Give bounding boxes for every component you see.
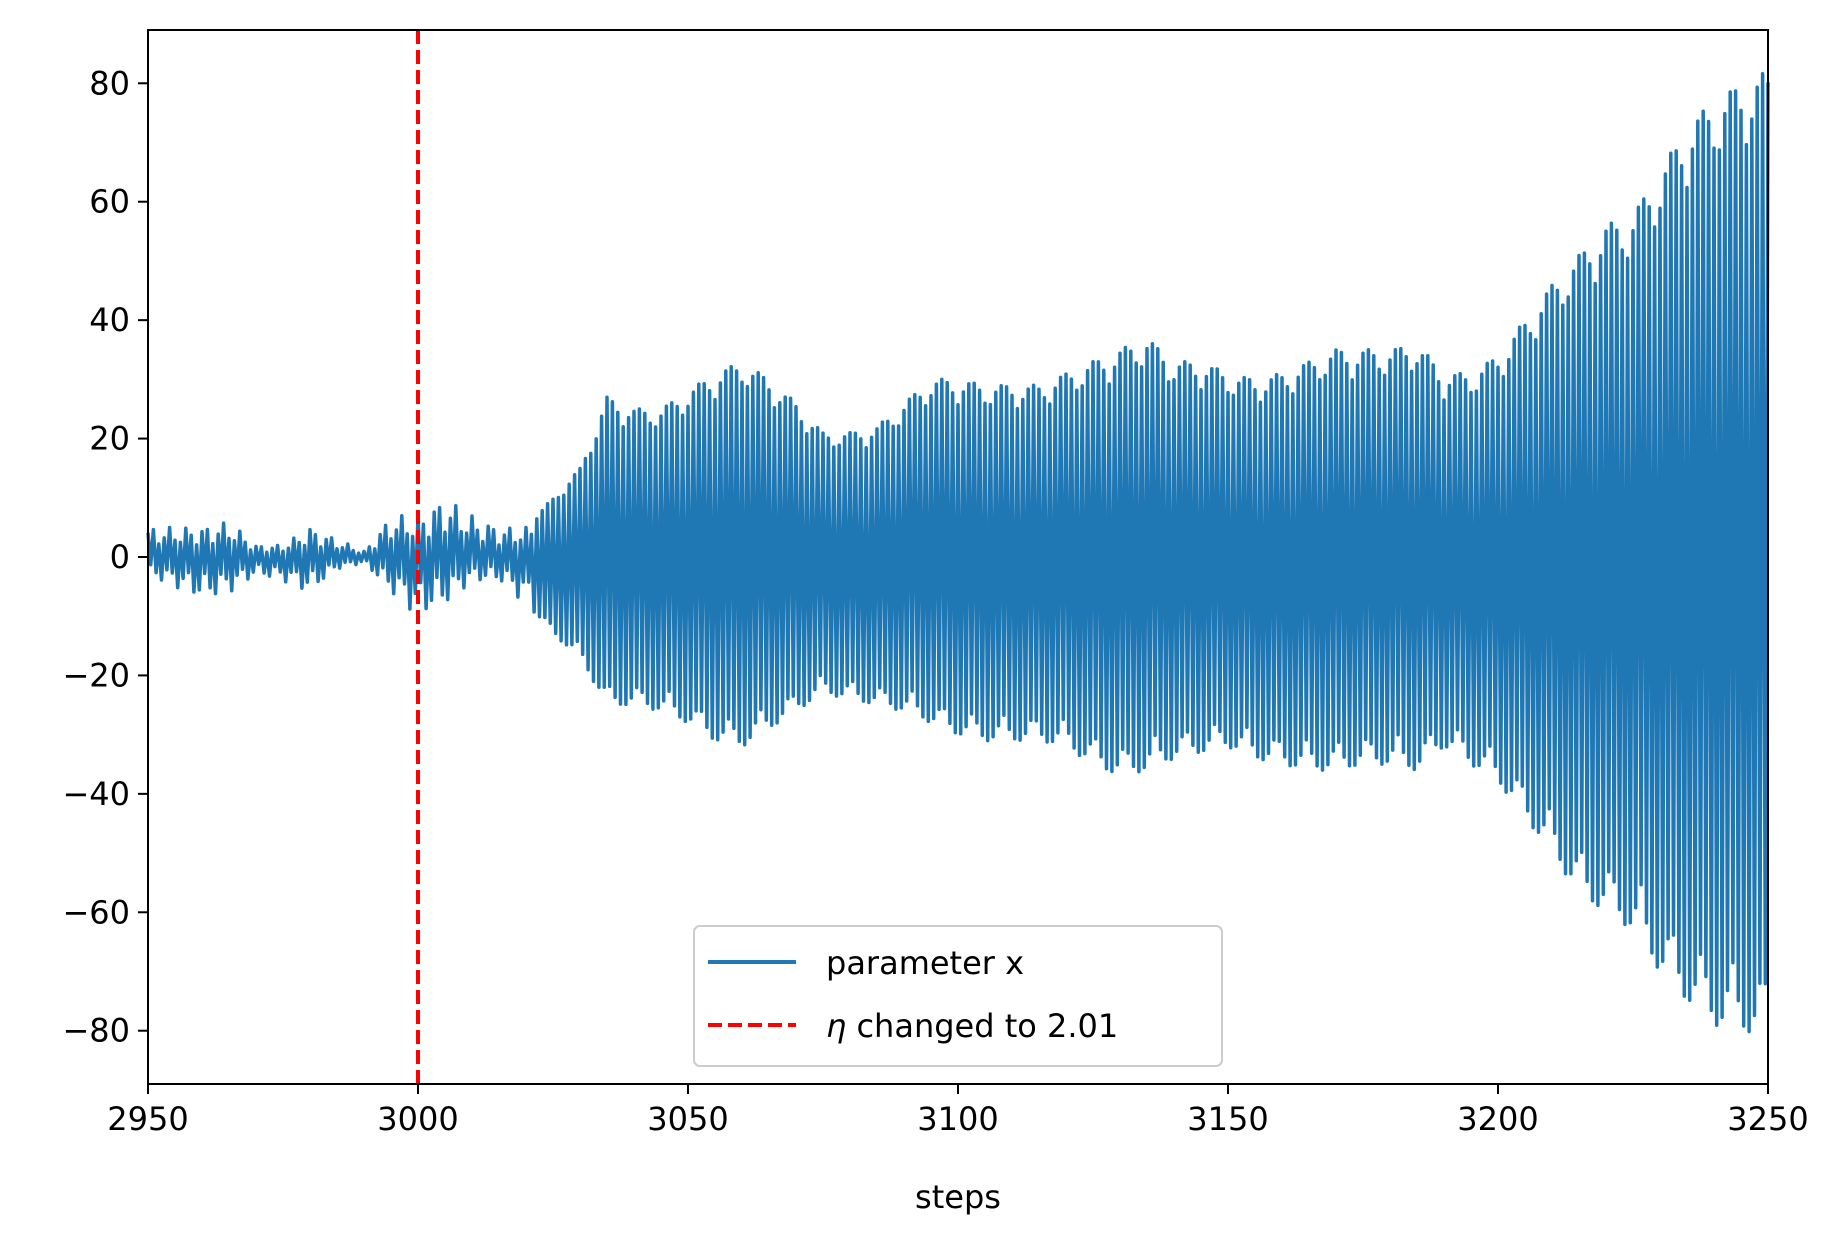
x-tick-label: 2950 bbox=[107, 1100, 188, 1138]
y-tick-label: 20 bbox=[89, 420, 130, 458]
y-tick-label: −40 bbox=[62, 775, 130, 813]
legend-label-parameter-x: parameter x bbox=[826, 944, 1024, 982]
y-tick-label: 0 bbox=[110, 538, 130, 576]
x-tick-label: 3200 bbox=[1457, 1100, 1538, 1138]
x-axis-label: steps bbox=[915, 1178, 1001, 1216]
x-tick-label: 3000 bbox=[377, 1100, 458, 1138]
y-tick-label: −20 bbox=[62, 656, 130, 694]
x-tick-label: 3050 bbox=[647, 1100, 728, 1138]
y-tick-label: 40 bbox=[89, 301, 130, 339]
y-axis-ticks: 80 60 40 20 0 −20 −40 −60 −80 bbox=[62, 64, 148, 1050]
x-tick-label: 3100 bbox=[917, 1100, 998, 1138]
legend-eta-symbol: η bbox=[826, 1007, 846, 1045]
x-tick-label: 3150 bbox=[1187, 1100, 1268, 1138]
y-tick-label: −80 bbox=[62, 1012, 130, 1050]
x-tick-label: 3250 bbox=[1727, 1100, 1808, 1138]
legend-box bbox=[693, 925, 1223, 1067]
legend-eta-rest: changed to 2.01 bbox=[846, 1007, 1118, 1045]
legend: parameter x η changed to 2.01 bbox=[693, 925, 1223, 1067]
plot-area bbox=[146, 30, 1770, 1084]
legend-label-eta-changed: η changed to 2.01 bbox=[826, 1007, 1118, 1045]
y-tick-label: 60 bbox=[89, 183, 130, 221]
x-axis-ticks: 2950 3000 3050 3100 3150 3200 3250 bbox=[107, 1084, 1809, 1138]
y-tick-label: 80 bbox=[89, 64, 130, 102]
y-tick-label: −60 bbox=[62, 893, 130, 931]
